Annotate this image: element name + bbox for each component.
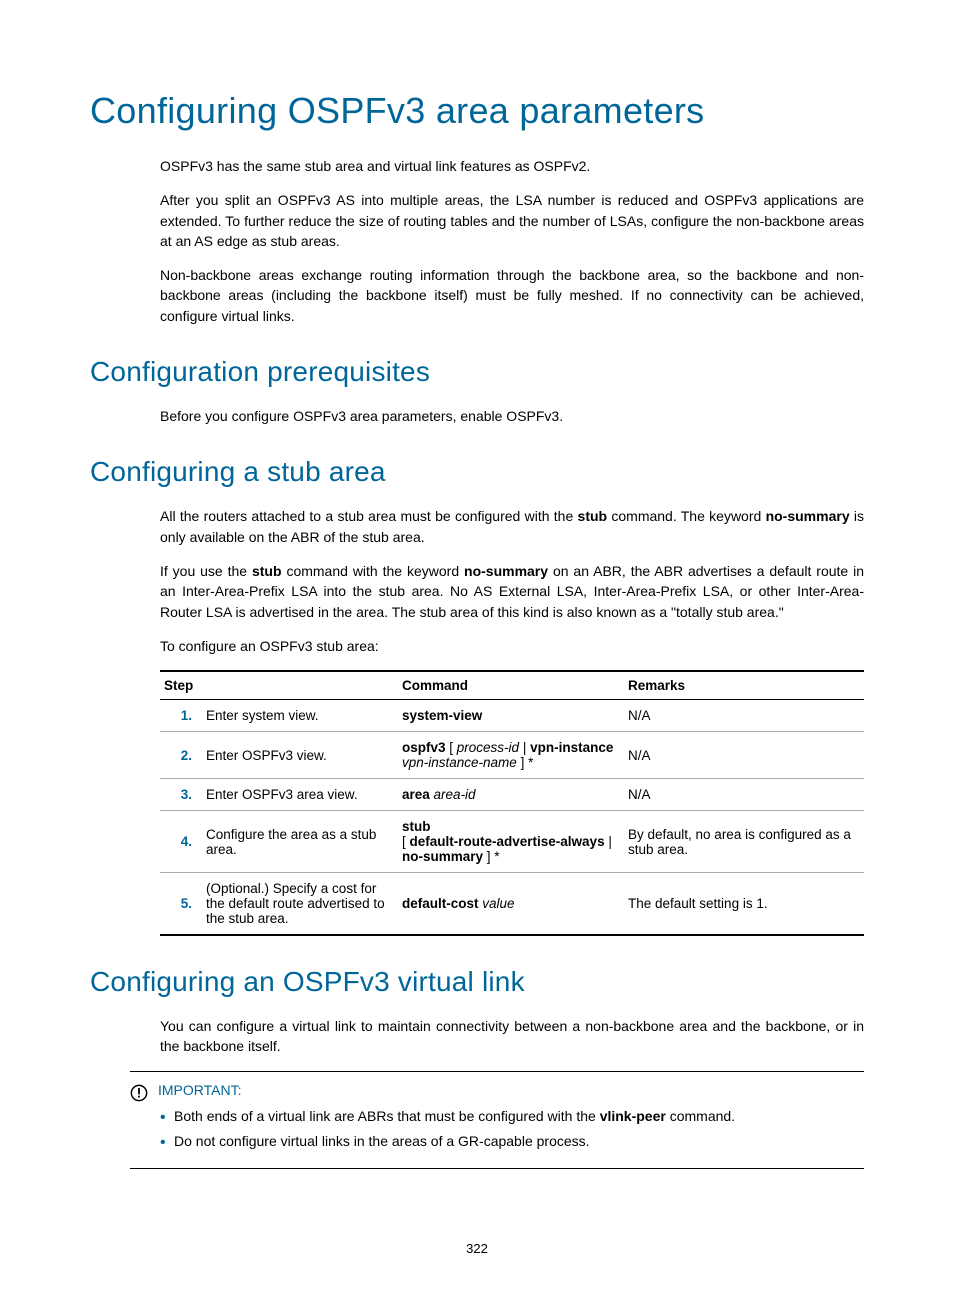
text-fragment: All the routers attached to a stub area … [160,508,578,524]
heading-stub-area: Configuring a stub area [90,456,864,488]
text-fragment: Both ends of a virtual link are ABRs tha… [174,1108,600,1124]
col-header-command: Command [398,671,624,700]
intro-paragraph-1: OSPFv3 has the same stub area and virtua… [160,156,864,176]
heading-virtual-link: Configuring an OSPFv3 virtual link [90,966,864,998]
table-row: 4. Configure the area as a stub area. st… [160,811,864,873]
keyword-no-summary: no-summary [464,563,548,579]
notice-item: Do not configure virtual links in the ar… [174,1132,864,1152]
text-fragment: Do not configure virtual links in the ar… [174,1133,590,1149]
prereq-block: Before you configure OSPFv3 area paramet… [160,406,864,426]
step-command: ospfv3 [ process-id | vpn-instance vpn-i… [398,732,624,779]
keyword-no-summary: no-summary [766,508,850,524]
step-remarks: N/A [624,779,864,811]
page-number: 322 [0,1241,954,1256]
important-notice: IMPORTANT: Both ends of a virtual link a… [130,1071,864,1169]
notice-item: Both ends of a virtual link are ABRs tha… [174,1107,864,1127]
step-command: default-cost value [398,873,624,936]
col-header-remarks: Remarks [624,671,864,700]
stub-paragraph-2: If you use the stub command with the key… [160,561,864,622]
table-row: 5. (Optional.) Specify a cost for the de… [160,873,864,936]
keyword-stub: stub [252,563,282,579]
step-desc: Enter system view. [202,700,398,732]
text-fragment: command. [666,1108,735,1124]
keyword-vlink-peer: vlink-peer [600,1108,666,1124]
heading-prerequisites: Configuration prerequisites [90,356,864,388]
intro-paragraph-2: After you split an OSPFv3 AS into multip… [160,190,864,251]
step-remarks: The default setting is 1. [624,873,864,936]
step-number: 2. [160,732,202,779]
col-header-step: Step [160,671,398,700]
document-page: Configuring OSPFv3 area parameters OSPFv… [0,0,954,1296]
table-row: 3. Enter OSPFv3 area view. area area-id … [160,779,864,811]
table-header-row: Step Command Remarks [160,671,864,700]
stub-paragraph-3: To configure an OSPFv3 stub area: [160,636,864,656]
table-row: 1. Enter system view. system-view N/A [160,700,864,732]
step-remarks: By default, no area is configured as a s… [624,811,864,873]
step-desc: Enter OSPFv3 view. [202,732,398,779]
text-fragment: command. The keyword [607,508,765,524]
vlink-paragraph-1: You can configure a virtual link to main… [160,1016,864,1057]
step-remarks: N/A [624,700,864,732]
prereq-paragraph: Before you configure OSPFv3 area paramet… [160,406,864,426]
important-label: IMPORTANT: [158,1082,242,1098]
notice-list: Both ends of a virtual link are ABRs tha… [130,1107,864,1152]
notice-container: IMPORTANT: Both ends of a virtual link a… [130,1071,864,1169]
step-command: system-view [398,700,624,732]
step-command: stub[ default-route-advertise-always | n… [398,811,624,873]
text-fragment: command with the keyword [282,563,464,579]
step-number: 1. [160,700,202,732]
step-number: 4. [160,811,202,873]
intro-paragraph-3: Non-backbone areas exchange routing info… [160,265,864,326]
vlink-block: You can configure a virtual link to main… [160,1016,864,1057]
step-desc: (Optional.) Specify a cost for the defau… [202,873,398,936]
step-number: 5. [160,873,202,936]
text-fragment: If you use the [160,563,252,579]
step-desc: Enter OSPFv3 area view. [202,779,398,811]
stub-block: All the routers attached to a stub area … [160,506,864,936]
keyword-stub: stub [578,508,608,524]
step-number: 3. [160,779,202,811]
intro-block: OSPFv3 has the same stub area and virtua… [160,156,864,326]
steps-table: Step Command Remarks 1. Enter system vie… [160,670,864,936]
important-icon [130,1084,152,1107]
step-command: area area-id [398,779,624,811]
notice-header-row: IMPORTANT: [130,1082,864,1107]
heading-h1: Configuring OSPFv3 area parameters [90,90,864,132]
stub-paragraph-1: All the routers attached to a stub area … [160,506,864,547]
table-row: 2. Enter OSPFv3 view. ospfv3 [ process-i… [160,732,864,779]
step-desc: Configure the area as a stub area. [202,811,398,873]
step-remarks: N/A [624,732,864,779]
table-body: 1. Enter system view. system-view N/A 2.… [160,700,864,936]
